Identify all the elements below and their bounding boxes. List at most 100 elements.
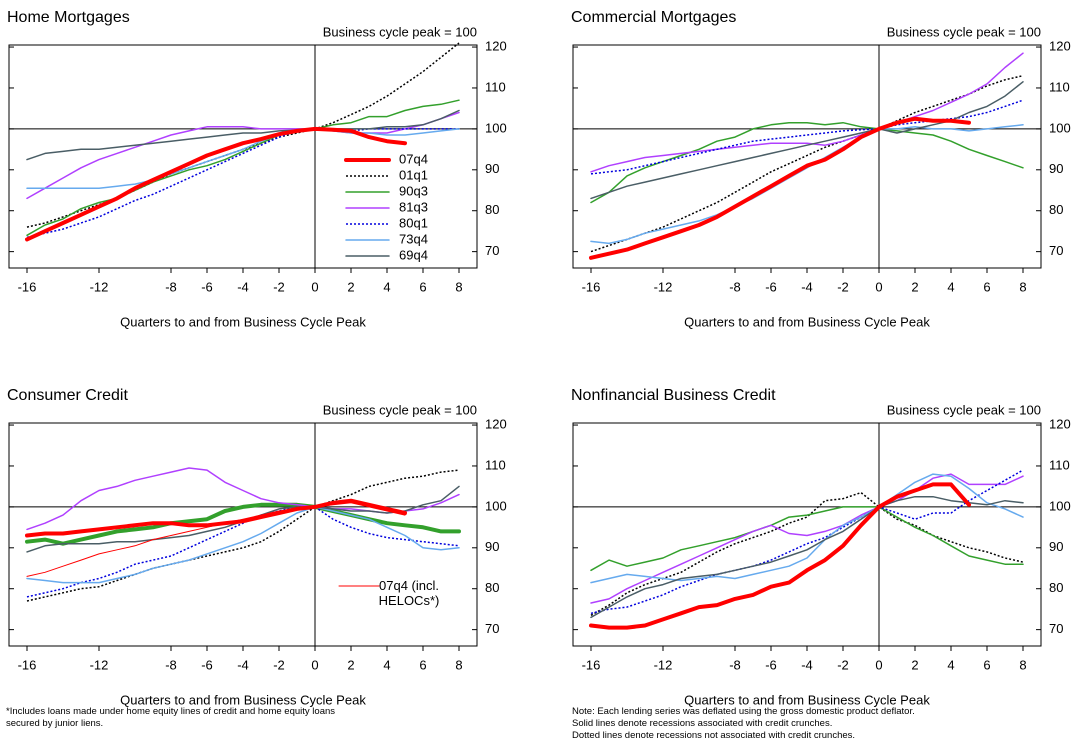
y-tick-label: 100 (1049, 120, 1071, 135)
annotation: Business cycle peak = 100 (323, 24, 477, 39)
chart-title: Consumer Credit (7, 387, 128, 404)
x-tick-label: -8 (729, 657, 741, 672)
y-tick-label: 110 (1049, 457, 1070, 472)
x-tick-label: -2 (837, 279, 849, 294)
y-tick-label: 100 (1049, 498, 1071, 513)
series-line (590, 52, 1024, 173)
note-line: *Includes loans made under home equity l… (6, 706, 336, 717)
series-line (26, 128, 459, 239)
chart-title: Nonfinancial Business Credit (571, 387, 776, 404)
chart-title: Commercial Mortgages (571, 9, 736, 26)
x-tick-label: 2 (347, 657, 354, 672)
series-line (26, 506, 460, 584)
series-line (590, 473, 1024, 584)
x-tick-label: 2 (911, 279, 918, 294)
y-tick-label: 90 (485, 539, 499, 554)
y-tick-label: 100 (485, 120, 507, 135)
y-tick-label: 70 (1049, 621, 1063, 636)
x-tick-label: -4 (237, 279, 249, 294)
x-tick-label: -16 (18, 279, 37, 294)
y-tick-label: 120 (1049, 416, 1071, 431)
legend-label: 90q3 (399, 183, 428, 198)
y-tick-label: 70 (485, 243, 499, 258)
y-tick-label: 120 (485, 38, 507, 53)
legend-label: 69q4 (399, 247, 428, 262)
series-line (26, 128, 460, 189)
x-tick-label: -2 (273, 279, 285, 294)
x-tick-label: -6 (201, 657, 213, 672)
series-line (25, 498, 407, 538)
y-tick-label: 90 (1049, 161, 1063, 176)
y-tick-label: 110 (1049, 79, 1070, 94)
x-tick-label: -6 (765, 657, 777, 672)
x-tick-label: -4 (237, 657, 249, 672)
plot-frame (8, 422, 478, 647)
x-tick-label: -6 (765, 279, 777, 294)
x-tick-label: 6 (419, 279, 426, 294)
x-axis-label: Quarters to and from Business Cycle Peak (120, 692, 366, 707)
x-axis-label: Quarters to and from Business Cycle Peak (684, 314, 930, 329)
legend-label: 73q4 (399, 231, 428, 246)
legend-label: 80q1 (399, 215, 428, 230)
y-tick-label: 120 (1049, 38, 1071, 53)
x-tick-label: 0 (875, 657, 882, 672)
x-tick-label: -12 (90, 279, 109, 294)
series-line (26, 109, 460, 161)
series-line (26, 111, 460, 200)
annotation: Business cycle peak = 100 (887, 402, 1041, 417)
x-tick-label: -8 (165, 657, 177, 672)
x-tick-label: -2 (837, 657, 849, 672)
y-tick-label: 120 (485, 416, 507, 431)
footnote-right: Note: Each lending series was deflated u… (572, 706, 915, 742)
y-tick-label: 110 (485, 457, 506, 472)
series-line (589, 482, 971, 630)
series-line (590, 99, 1024, 175)
x-tick-label: 4 (383, 279, 390, 294)
y-tick-label: 80 (485, 202, 499, 217)
x-tick-label: -16 (582, 279, 601, 294)
x-tick-label: -6 (201, 279, 213, 294)
y-tick-label: 110 (485, 79, 506, 94)
x-tick-label: 6 (983, 657, 990, 672)
series-line (589, 116, 971, 260)
chart-title: Home Mortgages (7, 9, 130, 26)
note-line: Solid lines denote recessions associated… (572, 718, 833, 729)
x-tick-label: -16 (582, 657, 601, 672)
series-line (26, 469, 460, 602)
x-tick-label: -8 (165, 279, 177, 294)
annotation: Business cycle peak = 100 (887, 24, 1041, 39)
x-tick-label: -12 (654, 657, 673, 672)
x-tick-label: 8 (455, 279, 462, 294)
series-line (590, 495, 1024, 619)
y-tick-label: 90 (1049, 539, 1063, 554)
y-tick-label: 90 (485, 161, 499, 176)
x-tick-label: -4 (801, 657, 813, 672)
legend-label: 01q1 (399, 167, 428, 182)
y-tick-label: 70 (485, 621, 499, 636)
series-line (25, 502, 461, 546)
series-line (590, 491, 1024, 616)
note-line: Dotted lines denote recessions not assoc… (572, 730, 856, 741)
x-tick-label: 6 (983, 279, 990, 294)
series-line (26, 99, 460, 237)
x-tick-label: -12 (90, 657, 109, 672)
x-tick-label: -8 (729, 279, 741, 294)
x-tick-label: 0 (311, 279, 318, 294)
x-tick-label: 0 (311, 657, 318, 672)
y-tick-label: 80 (1049, 580, 1063, 595)
footnote-left: *Includes loans made under home equity l… (6, 706, 335, 730)
x-tick-label: -12 (654, 279, 673, 294)
plot-frame (572, 422, 1042, 647)
note-line: secured by junior liens. (6, 718, 104, 729)
x-tick-label: 4 (947, 279, 954, 294)
x-axis-label: Quarters to and from Business Cycle Peak (684, 692, 930, 707)
x-tick-label: 2 (911, 657, 918, 672)
x-tick-label: 0 (875, 279, 882, 294)
annotation: Business cycle peak = 100 (323, 402, 477, 417)
legend-label: 07q4 (399, 151, 428, 166)
x-tick-label: 8 (455, 657, 462, 672)
legend-label: 81q3 (399, 199, 428, 214)
x-tick-label: 8 (1019, 657, 1026, 672)
